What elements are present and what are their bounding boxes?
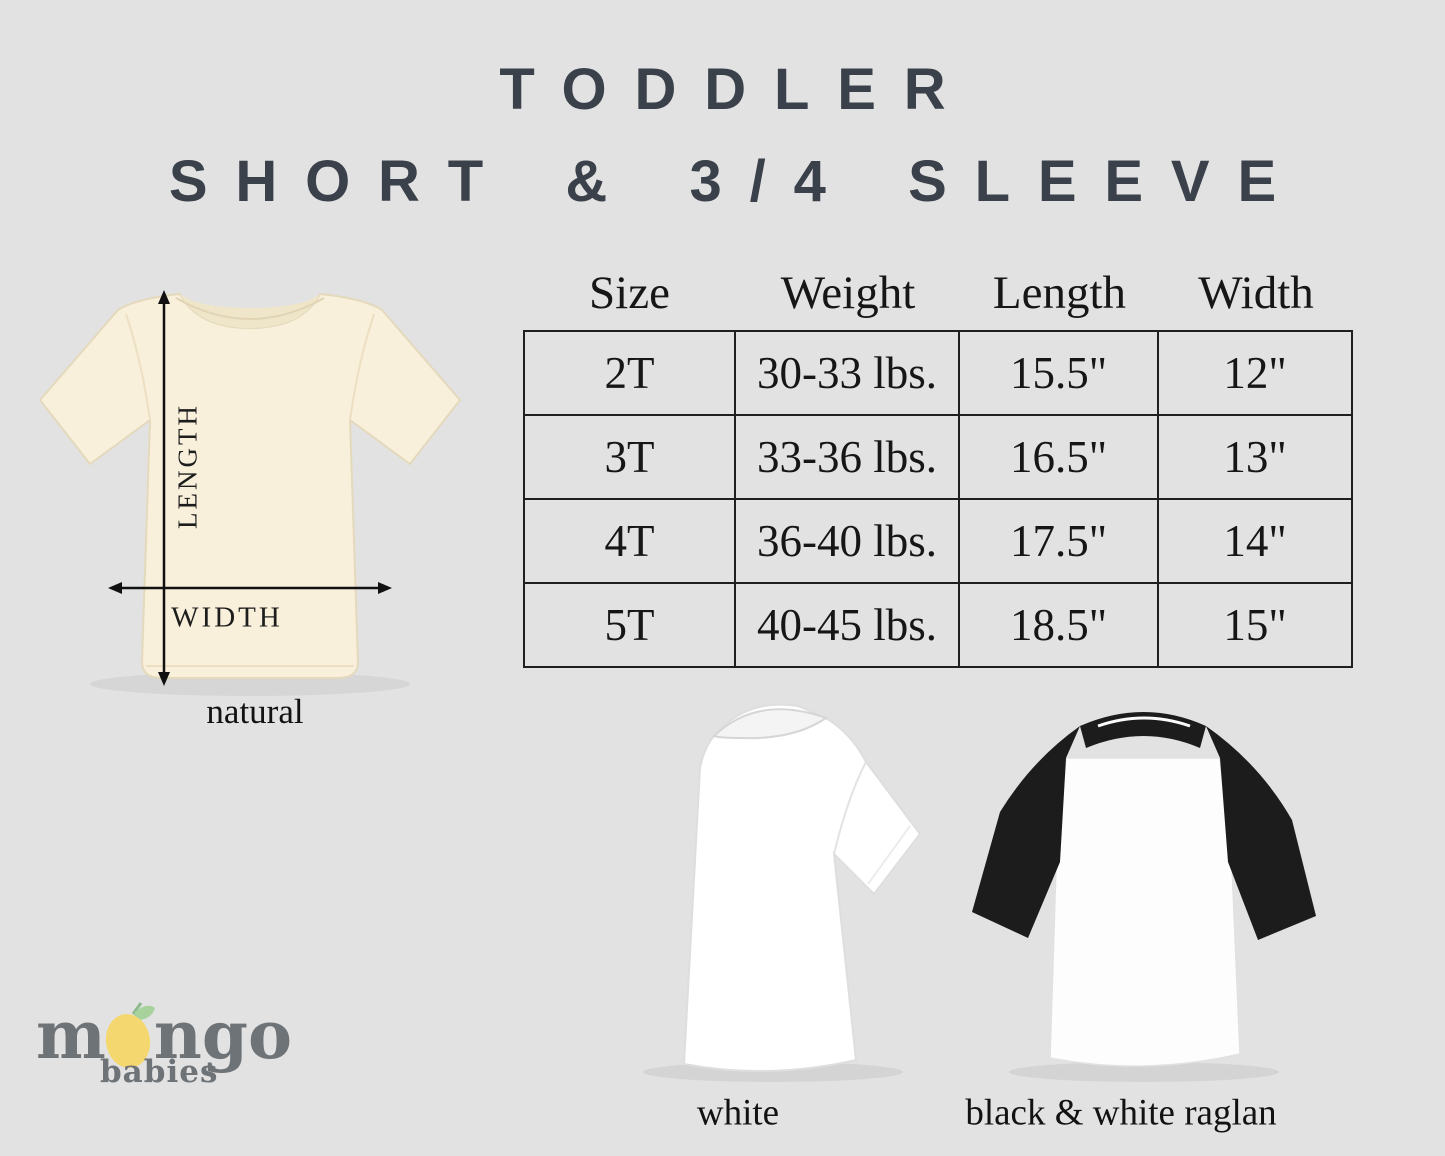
brand-logo: m ngo babies — [36, 1000, 292, 1090]
table-cell: 16.5" — [960, 416, 1159, 500]
table-cell: 18.5" — [960, 584, 1159, 666]
length-arrow — [158, 290, 170, 686]
column-header-width: Width — [1198, 267, 1314, 319]
raglan-left-sleeve — [972, 726, 1080, 938]
size-table-grid: 2T 30-33 lbs. 15.5" 12" 3T 33-36 lbs. 16… — [523, 330, 1353, 668]
table-cell: 15.5" — [960, 332, 1159, 416]
size-table: Size Weight Length Width 2T 30-33 lbs. 1… — [523, 256, 1353, 668]
mango-stem — [131, 1002, 143, 1015]
white-caption: white — [696, 1092, 780, 1134]
table-cell: 15" — [1223, 600, 1287, 650]
table-cell: 17.5" — [960, 500, 1159, 584]
mango-body — [105, 1014, 150, 1068]
title-line-2: SHORT & 3/4 SLEEVE — [168, 149, 1304, 214]
white-shirt-body — [682, 703, 922, 1073]
title-block: TODDLER SHORT & 3/4 SLEEVE — [0, 44, 1445, 228]
width-arrow — [108, 582, 392, 594]
table-cell: 2T — [525, 332, 736, 416]
column-header-length: Length — [992, 267, 1127, 319]
size-table-header: Size Weight Length Width — [523, 256, 1353, 330]
table-cell: 14" — [1159, 500, 1351, 584]
table-cell: 36-40 lbs. — [736, 500, 960, 584]
table-cell: 5T — [525, 584, 736, 666]
raglan-right-sleeve — [1206, 726, 1316, 940]
white-shirt-figure — [588, 674, 953, 1086]
length-label: LENGTH — [172, 403, 203, 529]
natural-shirt-image — [38, 290, 462, 696]
natural-caption: natural — [206, 692, 304, 731]
table-cell: 3T — [525, 416, 736, 500]
table-cell: 30-33 lbs. — [736, 332, 960, 416]
shirt-shadow — [1009, 1062, 1279, 1082]
title-line-1: TODDLER — [499, 57, 974, 122]
left-sleeve-seam — [125, 313, 151, 421]
sleeve-seam — [833, 761, 867, 855]
white-shirt-image — [643, 703, 922, 1082]
natural-shirt-figure: LENGTH WIDTH — [30, 282, 470, 742]
width-label: WIDTH — [171, 601, 283, 634]
right-sleeve-seam — [349, 313, 375, 421]
raglan-body — [1049, 757, 1241, 1067]
column-header-weight: Weight — [780, 267, 916, 319]
collar-inner-line — [1097, 716, 1191, 728]
natural-shirt-collar — [180, 294, 320, 328]
table-cell: 13" — [1159, 416, 1351, 500]
raglan-caption: black & white raglan — [965, 1092, 1277, 1134]
table-cell: 4T — [525, 500, 736, 584]
raglan-shirt-figure — [948, 672, 1343, 1084]
cuff-fold-line — [867, 825, 911, 885]
mango-leaf — [134, 1005, 155, 1020]
table-cell: 40-45 lbs. — [736, 584, 960, 666]
logo-wordmark: m ngo — [36, 996, 292, 1075]
logo-subtext: babies — [100, 1054, 219, 1090]
logo-text-prefix: m — [36, 996, 106, 1075]
table-cell: 33-36 lbs. — [736, 416, 960, 500]
raglan-shirt-image — [972, 712, 1316, 1082]
collar-stitch-line — [175, 297, 325, 320]
white-shirt-collar — [711, 708, 829, 740]
logo-text-suffix: ngo — [153, 996, 292, 1075]
mango-fruit-icon — [105, 1002, 155, 1068]
column-header-size: Size — [589, 267, 670, 319]
table-cell: 12" — [1159, 332, 1351, 416]
